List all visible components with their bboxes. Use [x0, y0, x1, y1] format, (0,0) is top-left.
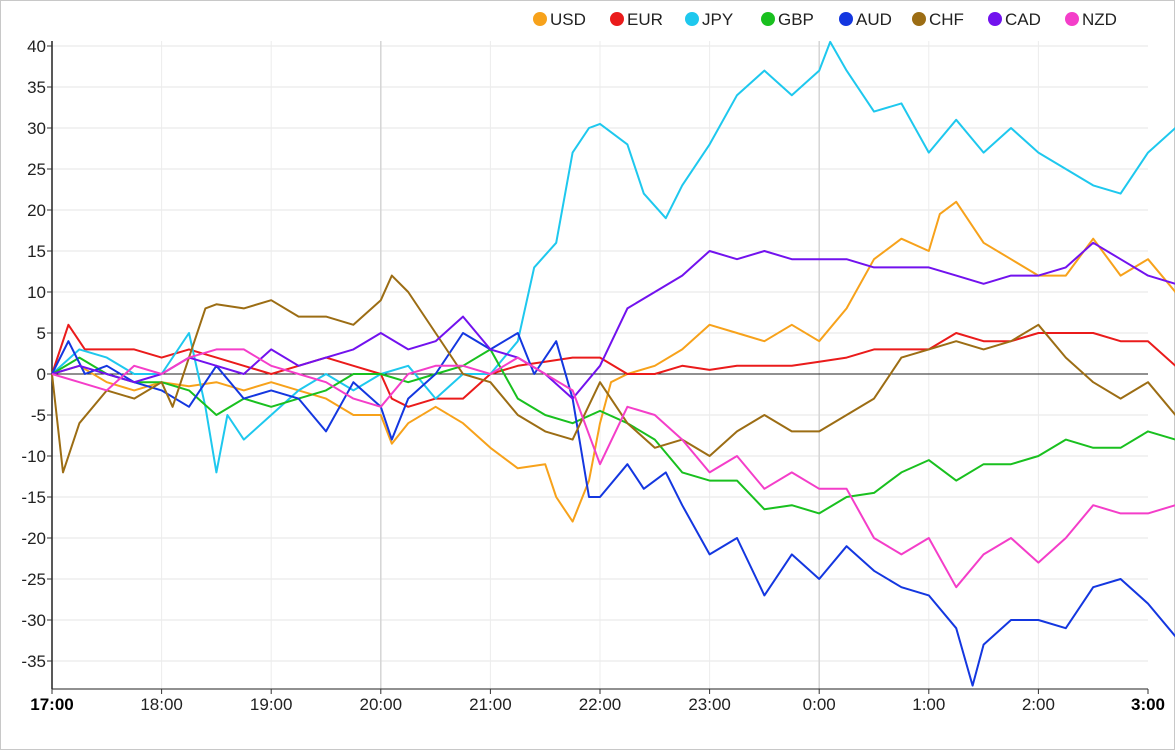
legend-item-eur[interactable]: EUR — [610, 10, 663, 29]
series-line-eur — [51, 323, 1175, 408]
x-tick-label: 2:00 — [1022, 695, 1055, 714]
legend-label: CAD — [1005, 10, 1041, 29]
x-axis-ticks: 17:00 18:00 19:00 20:00 21:00 22:00 23:00 0:00 1… — [30, 689, 1165, 714]
x-tick-label: 19:00 — [250, 695, 293, 714]
x-tick-label: 1:00 — [912, 695, 945, 714]
legend-item-jpy[interactable]: JPY — [685, 10, 733, 29]
legend-swatch — [761, 12, 775, 26]
series-line-usd — [51, 200, 1175, 523]
legend-swatch — [1065, 12, 1079, 26]
legend-swatch — [988, 12, 1002, 26]
y-tick-label: 30 — [27, 119, 46, 138]
y-tick-label: 40 — [27, 37, 46, 56]
x-tick-label: 22:00 — [579, 695, 622, 714]
series-line-chf — [51, 274, 1175, 474]
y-tick-label: 20 — [27, 201, 46, 220]
legend-label: NZD — [1082, 10, 1117, 29]
legend-label: AUD — [856, 10, 892, 29]
series-lines — [51, 40, 1175, 687]
legend-swatch — [610, 12, 624, 26]
y-tick-label: -20 — [21, 529, 46, 548]
legend-label: USD — [550, 10, 586, 29]
y-tick-label: 0 — [37, 365, 46, 384]
y-tick-label: -25 — [21, 570, 46, 589]
series-line-gbp — [51, 348, 1175, 515]
legend-swatch — [685, 12, 699, 26]
y-tick-label: 15 — [27, 242, 46, 261]
legend-label: EUR — [627, 10, 663, 29]
x-tick-label: 21:00 — [469, 695, 512, 714]
legend-label: CHF — [929, 10, 964, 29]
y-tick-label: -5 — [31, 406, 46, 425]
legend-label: GBP — [778, 10, 814, 29]
y-tick-label: 10 — [27, 283, 46, 302]
legend-swatch — [533, 12, 547, 26]
legend-item-cad[interactable]: CAD — [988, 10, 1041, 29]
x-tick-label: 0:00 — [803, 695, 836, 714]
series-line-jpy — [51, 40, 1175, 474]
legend-item-gbp[interactable]: GBP — [761, 10, 814, 29]
y-tick-label: -15 — [21, 488, 46, 507]
series-line-aud — [51, 332, 1175, 687]
y-tick-label: -10 — [21, 447, 46, 466]
x-tick-label: 17:00 — [30, 695, 73, 714]
legend[interactable]: USD EUR JPY GBP AUD CHF CAD NZD — [533, 10, 1117, 29]
x-tick-label: 18:00 — [140, 695, 183, 714]
legend-swatch — [839, 12, 853, 26]
series-line-cad — [51, 241, 1175, 400]
y-tick-label: 35 — [27, 78, 46, 97]
legend-item-chf[interactable]: CHF — [912, 10, 964, 29]
x-tick-label: 3:00 — [1131, 695, 1165, 714]
y-tick-label: 5 — [37, 324, 46, 343]
legend-swatch — [912, 12, 926, 26]
x-tick-label: 20:00 — [360, 695, 403, 714]
y-tick-label: -35 — [21, 652, 46, 671]
legend-item-nzd[interactable]: NZD — [1065, 10, 1117, 29]
y-tick-label: -30 — [21, 611, 46, 630]
series-line-nzd — [51, 348, 1175, 589]
legend-label: JPY — [702, 10, 733, 29]
y-tick-label: 25 — [27, 160, 46, 179]
y-axis-ticks: 40 35 30 25 20 15 10 5 0 -5 -10 -15 -20 -25 -30 -35 — [21, 37, 52, 671]
legend-item-aud[interactable]: AUD — [839, 10, 892, 29]
legend-item-usd[interactable]: USD — [533, 10, 586, 29]
x-tick-label: 23:00 — [688, 695, 731, 714]
